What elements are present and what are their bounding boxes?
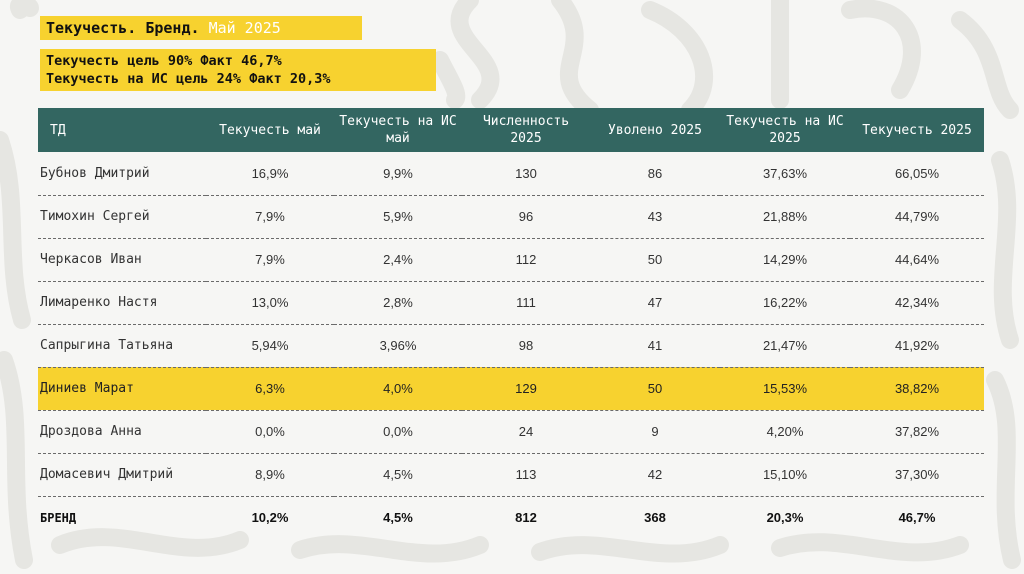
cell-turnover-year: 46,7% [898,510,936,526]
cell-dismissed: 43 [590,195,720,239]
row-name: Диниев Марат [38,367,206,411]
cell-headcount: 96 [462,195,590,239]
cell-is-turnover-year: 37,63% [720,152,850,196]
col-header-td: ТД [50,122,66,138]
row-name: Тимохин Сергей [38,195,206,239]
cell-turnover-year: 38,82% [850,367,984,411]
cell-is-turnover-may: 4,5% [334,453,462,497]
cell-turnover-may: 6,3% [206,367,334,411]
table-row: Сапрыгина Татьяна 5,94% 3,96% 98 41 21,4… [38,324,984,368]
cell-dismissed: 86 [590,152,720,196]
row-name: Лимаренко Настя [38,281,206,325]
cell-turnover-may: 7,9% [206,238,334,282]
table-row: Бубнов Дмитрий 16,9% 9,9% 130 86 37,63% … [38,152,984,196]
cell-is-turnover-year: 15,10% [720,453,850,497]
cell-is-turnover-may: 5,9% [334,195,462,239]
report-title: Текучесть. Бренд. Май 2025 [40,16,362,40]
cell-dismissed: 50 [590,367,720,411]
table-row: Черкасов Иван 7,9% 2,4% 112 50 14,29% 44… [38,238,984,282]
table-header-row: ТД Текучесть май Текучесть на ИС май Чис… [38,108,984,152]
cell-is-turnover-year: 21,88% [720,195,850,239]
cell-headcount: 130 [462,152,590,196]
cell-dismissed: 9 [590,410,720,454]
table-total-row: БРЕНД 10,2% 4,5% 812 368 20,3% 46,7% [38,496,984,539]
cell-turnover-may: 0,0% [206,410,334,454]
table-row: Тимохин Сергей 7,9% 5,9% 96 43 21,88% 44… [38,195,984,239]
cell-turnover-may: 5,94% [206,324,334,368]
cell-is-turnover-year: 16,22% [720,281,850,325]
cell-is-turnover-may: 4,5% [383,510,413,526]
col-header-dismissed: Уволено 2025 [608,122,702,138]
cell-headcount: 113 [462,453,590,497]
cell-turnover-year: 37,82% [850,410,984,454]
cell-is-turnover-year: 15,53% [720,367,850,411]
cell-is-turnover-may: 4,0% [334,367,462,411]
col-header-turnover-year: Текучесть 2025 [862,122,972,138]
row-name: Сапрыгина Татьяна [38,324,206,368]
cell-headcount: 112 [462,238,590,282]
table-row: Домасевич Дмитрий 8,9% 4,5% 113 42 15,10… [38,453,984,497]
cell-turnover-year: 41,92% [850,324,984,368]
cell-turnover-may: 13,0% [206,281,334,325]
cell-is-turnover-year: 20,3% [766,510,804,526]
cell-headcount: 129 [462,367,590,411]
cell-headcount: 111 [462,281,590,325]
cell-turnover-year: 44,79% [850,195,984,239]
cell-dismissed: 50 [590,238,720,282]
cell-dismissed: 47 [590,281,720,325]
table-row-highlighted: Диниев Марат 6,3% 4,0% 129 50 15,53% 38,… [38,367,984,411]
cell-headcount: 812 [515,510,537,526]
cell-dismissed: 368 [644,510,666,526]
col-header-is-turnover-may: Текучесть на ИС май [339,114,457,146]
table-row: Лимаренко Настя 13,0% 2,8% 111 47 16,22%… [38,281,984,325]
turnover-table: ТД Текучесть май Текучесть на ИС май Чис… [38,108,984,539]
targets-summary: Текучесть цель 90% Факт 46,7% Текучесть … [40,49,436,91]
cell-turnover-may: 16,9% [206,152,334,196]
cell-is-turnover-may: 3,96% [334,324,462,368]
cell-headcount: 24 [462,410,590,454]
cell-turnover-may: 7,9% [206,195,334,239]
title-month: Май 2025 [208,19,281,37]
col-header-turnover-may: Текучесть май [219,122,321,138]
cell-is-turnover-may: 9,9% [334,152,462,196]
cell-is-turnover-year: 21,47% [720,324,850,368]
cell-turnover-year: 42,34% [850,281,984,325]
row-name: Черкасов Иван [38,238,206,282]
cell-turnover-year: 44,64% [850,238,984,282]
cell-is-turnover-may: 0,0% [334,410,462,454]
cell-turnover-may: 8,9% [206,453,334,497]
table-row: Дроздова Анна 0,0% 0,0% 24 9 4,20% 37,82… [38,410,984,454]
cell-dismissed: 41 [590,324,720,368]
title-prefix: Текучесть. Бренд. [46,19,200,37]
row-name: Домасевич Дмитрий [38,453,206,497]
row-name: Бубнов Дмитрий [38,152,206,196]
col-header-is-turnover-year: Текучесть на ИС 2025 [726,114,844,146]
cell-turnover-year: 37,30% [850,453,984,497]
turnover-target-line: Текучесть цель 90% Факт 46,7% [46,53,282,69]
is-turnover-target-line: Текучесть на ИС цель 24% Факт 20,3% [46,71,331,87]
cell-is-turnover-year: 4,20% [720,410,850,454]
cell-is-turnover-year: 14,29% [720,238,850,282]
cell-headcount: 98 [462,324,590,368]
cell-is-turnover-may: 2,4% [334,238,462,282]
cell-is-turnover-may: 2,8% [334,281,462,325]
cell-turnover-may: 10,2% [251,510,289,526]
cell-dismissed: 42 [590,453,720,497]
row-name: Дроздова Анна [38,410,206,454]
row-name: БРЕНД [40,510,77,525]
col-header-headcount: Численность 2025 [482,114,570,146]
cell-turnover-year: 66,05% [850,152,984,196]
